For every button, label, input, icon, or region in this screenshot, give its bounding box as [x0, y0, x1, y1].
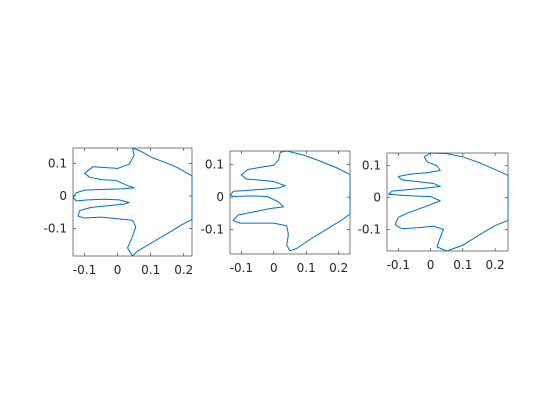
- subplot-left: -0.1 0 0.1 0.2 0.1 0 -0.1: [44, 147, 193, 277]
- x-tick-label: 0.1: [453, 258, 472, 272]
- x-tick-label: 0: [270, 261, 278, 275]
- x-tick-label: 0.2: [174, 263, 193, 277]
- y-tick-label: 0: [216, 190, 224, 204]
- x-tick-label: -0.1: [230, 261, 253, 275]
- y-tick-label: -0.1: [44, 221, 67, 235]
- y-tick-label: 0: [373, 191, 381, 205]
- axes-box-middle: [229, 150, 351, 255]
- hand-outline-series-left: [72, 147, 193, 257]
- x-tick-label: 0.2: [329, 261, 348, 275]
- y-tick-label: 0: [59, 189, 67, 203]
- y-tick-label: -0.1: [358, 222, 381, 236]
- x-tick-label: 0.1: [141, 263, 160, 277]
- y-tick-label: 0.1: [362, 159, 381, 173]
- x-tick-label: -0.1: [387, 258, 410, 272]
- hand-outline-series-right: [388, 152, 509, 252]
- subplot-right: -0.1 0 0.1 0.2 0.1 0 -0.1: [358, 152, 509, 272]
- y-tick-label: 0.1: [205, 158, 224, 172]
- x-tick-label: 0: [114, 263, 122, 277]
- x-tick-label: 0.2: [486, 258, 505, 272]
- y-tick-label: 0.1: [48, 157, 67, 171]
- x-tick-label: 0: [427, 258, 435, 272]
- axes-box-right: [386, 152, 509, 252]
- x-tick-label: 0.1: [297, 261, 316, 275]
- subplot-middle: -0.1 0 0.1 0.2 0.1 0 -0.1: [201, 150, 351, 275]
- x-tick-label: -0.1: [73, 263, 96, 277]
- hand-outline-series-middle: [229, 150, 351, 252]
- axes-box-left: [72, 147, 193, 257]
- y-tick-label: -0.1: [201, 223, 224, 237]
